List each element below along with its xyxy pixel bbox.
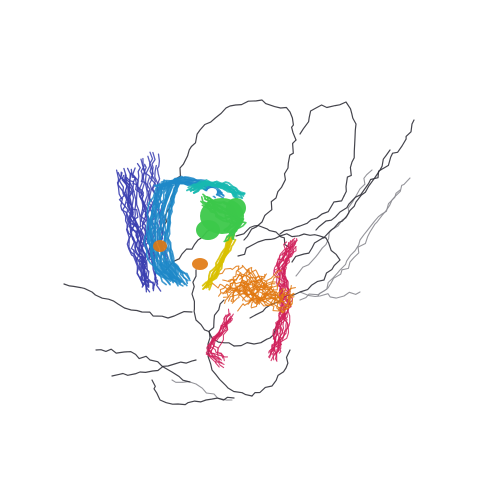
- cyan-helix-trace: [193, 183, 246, 195]
- beta-strand-trace: [125, 176, 151, 293]
- loop-trace: [233, 321, 279, 347]
- beta-strand-trace: [115, 169, 148, 290]
- orange-domain-trace: [222, 274, 263, 298]
- beta-barrel-group: [143, 175, 225, 287]
- loop-trace: [235, 224, 291, 249]
- loop-trace: [95, 348, 191, 383]
- orange-fragment-blob: [153, 240, 167, 252]
- orange-domain-trace: [224, 286, 274, 304]
- green-domain-cavity: [207, 188, 217, 196]
- yellow-segment-trace: [208, 238, 231, 291]
- gray-tail-trace: [299, 291, 361, 299]
- loop-trace: [111, 359, 197, 377]
- orange-domain-trace: [221, 279, 273, 305]
- green-domain-trace: [206, 196, 241, 241]
- green-domain-lobe: [196, 220, 220, 240]
- green-domain-trace: [200, 196, 247, 234]
- green-domain-trace: [202, 193, 243, 231]
- magenta-domain-trace: [206, 314, 231, 368]
- beta-strand-trace: [120, 172, 145, 286]
- orange-domain-group: [153, 240, 296, 314]
- loop-trace: [243, 139, 297, 241]
- loop-trace: [151, 379, 235, 406]
- yellow-segment-group: [201, 234, 237, 291]
- loop-trace: [63, 283, 193, 319]
- orange-domain-trace: [247, 291, 295, 314]
- flexible-loops-group: [63, 99, 415, 406]
- loop-trace: [291, 149, 391, 263]
- magenta-domain-trace: [210, 314, 229, 358]
- beta-strand-trace: [126, 167, 150, 287]
- magenta-domain-trace: [205, 308, 230, 359]
- beta-strand-trace: [128, 172, 154, 290]
- loop-trace: [299, 101, 357, 197]
- orange-domain-trace: [229, 264, 267, 290]
- barrel-core-blob: [156, 261, 180, 279]
- orange-domain-trace: [242, 286, 287, 307]
- cyan-helix-trace: [190, 181, 244, 200]
- orange-fragment-blob: [192, 258, 208, 270]
- cyan-helix-group: [186, 179, 246, 200]
- loop-trace: [315, 119, 415, 231]
- orange-domain-trace: [244, 275, 279, 291]
- barrel-strand-trace: [143, 187, 167, 286]
- loop-trace: [279, 195, 345, 235]
- loop-trace: [251, 349, 291, 397]
- loop-trace: [191, 269, 235, 347]
- loop-trace: [207, 299, 253, 397]
- gray-tail-trace: [295, 169, 373, 277]
- gray-tail-trace: [317, 189, 401, 297]
- green-domain-group: [196, 188, 247, 243]
